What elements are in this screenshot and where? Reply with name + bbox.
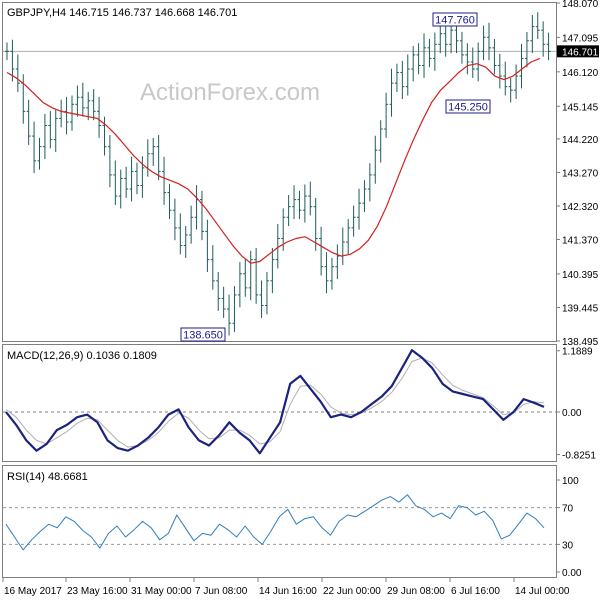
price-annotation-label: 145.250 [448,102,488,114]
rsi-panel-border [2,465,557,578]
price-annotation-box [432,12,478,27]
macd-panel-title: MACD(12,26,9) 0.1036 0.1809 [7,350,157,362]
price-annotation-label: 138.650 [183,330,223,342]
rsi-y-tick-label: 100 [562,476,579,487]
price-y-tick-label: 141.370 [562,236,599,247]
price-annotation: 147.760 [432,12,478,27]
price-annotation-box [445,99,491,114]
x-axis-tick-label: 31 May 00:00 [131,586,192,597]
rsi-y-tick-label: 70 [562,504,574,515]
last-price-tag [557,45,599,58]
x-axis-tick-label: 16 May 2017 [4,586,62,597]
rsi-y-tick-label: 0.00 [562,568,582,579]
x-axis-tick-label: 14 Jun 16:00 [259,586,317,597]
price-y-tick-label: 138.495 [562,337,599,348]
rsi-y-tick-label: 30 [562,540,574,551]
x-axis-tick-label: 23 May 16:00 [67,586,128,597]
x-axis-tick-label: 29 Jun 08:00 [387,586,445,597]
price-y-tick-label: 146.120 [562,68,599,79]
price-y-tick-label: 147.095 [562,33,599,44]
price-y-tick-label: 148.070 [562,0,599,10]
price-y-tick-label: 144.220 [562,135,599,146]
rsi-panel-title: RSI(14) 48.6681 [7,471,88,483]
price-panel-border [2,2,557,342]
macd-signal-line [5,357,545,448]
moving-average-line [6,57,541,264]
x-axis-tick-label: 7 Jun 08:00 [195,586,248,597]
x-axis-tick-label: 6 Jul 16:00 [451,586,500,597]
macd-y-tick-label: 0.00 [562,408,582,419]
price-y-tick-label: 142.320 [562,202,599,213]
price-panel-title: GBPJPY,H4 146.715 146.737 146.668 146.70… [7,7,237,19]
macd-y-tick-label: -0.8251 [562,451,596,462]
watermark: ActionForex.com [140,79,320,106]
price-y-tick-label: 140.395 [562,270,599,281]
price-y-tick-label: 143.270 [562,168,599,179]
macd-panel-border [2,344,557,462]
rsi-line [5,494,545,551]
price-panel: 147.760 145.250 138.650 [3,12,556,342]
x-axis-tick-label: 22 Jun 00:00 [323,586,381,597]
price-y-tick-label: 139.445 [562,303,599,314]
macd-line [5,349,545,455]
price-y-tick-label: 145.145 [562,102,599,113]
price-annotation: 145.250 [445,99,491,114]
macd-y-tick-label: 1.1889 [562,347,593,358]
x-axis-tick-label: 14 Jul 00:00 [515,586,570,597]
last-price-label: 146.701 [562,47,599,58]
price-annotation-label: 147.760 [435,15,475,27]
price-annotation: 138.650 [180,327,226,342]
rsi-panel [3,494,556,551]
macd-panel [3,349,556,455]
price-annotation-box [180,327,226,342]
